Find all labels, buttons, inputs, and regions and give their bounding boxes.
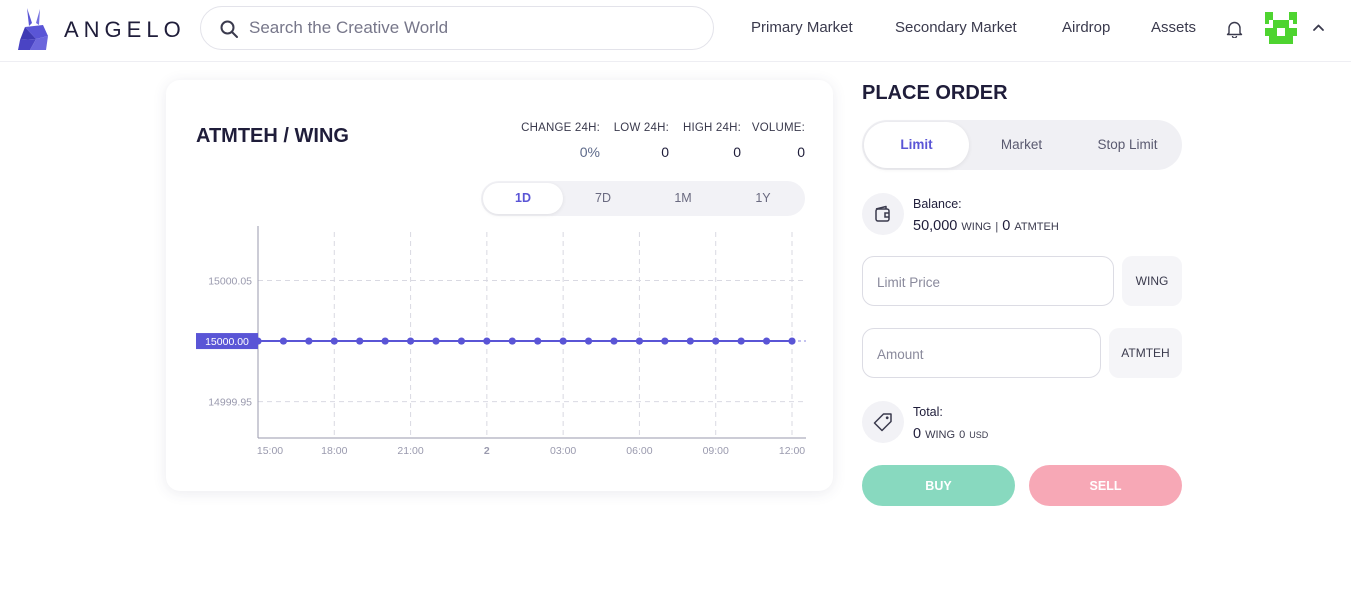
amount-input[interactable]: [877, 343, 1077, 365]
stat-label: VOLUME:: [751, 122, 805, 134]
tag-icon: [873, 413, 892, 432]
data-point: [483, 337, 491, 345]
x-tick-label: 06:00: [626, 445, 652, 457]
x-tick-label: 15:00: [257, 445, 283, 457]
limit-price-input[interactable]: [877, 271, 1077, 293]
balance-value: 50,000 WING | 0 ATMTEH: [913, 218, 1059, 234]
stat-volume: VOLUME: 0: [752, 122, 805, 160]
data-point: [584, 337, 593, 345]
search-input[interactable]: [249, 15, 689, 41]
limit-price-field[interactable]: [862, 256, 1114, 306]
stat-value: 0: [661, 144, 669, 160]
current-price-tag: [196, 333, 258, 350]
top-header: ANGELO Primary Market Secondary Market A…: [0, 0, 1351, 62]
data-point: [686, 337, 694, 345]
period-7d[interactable]: 7D: [595, 191, 611, 205]
nav-secondary-market[interactable]: Secondary Market: [895, 19, 1017, 36]
data-point: [610, 337, 618, 345]
data-point: [737, 337, 745, 345]
buy-button[interactable]: BUY: [862, 465, 1015, 506]
order-type-tabs: Limit Market Stop Limit: [862, 120, 1182, 170]
y-tick-label: 14999.95: [208, 397, 252, 409]
sell-button[interactable]: SELL: [1029, 465, 1182, 506]
data-point: [381, 337, 389, 345]
data-point: [406, 337, 415, 345]
rabbit-logo-icon[interactable]: [16, 6, 52, 52]
balance-separator: |: [995, 221, 999, 233]
period-1y[interactable]: 1Y: [755, 191, 771, 205]
total-unit-wing: WING: [925, 429, 956, 441]
data-point: [559, 337, 567, 345]
stat-value: 0%: [579, 144, 600, 160]
balance-amount-atmteh: 0: [1002, 218, 1011, 234]
total-amount-usd: 0: [959, 429, 966, 441]
data-point: [762, 337, 771, 345]
logo-text[interactable]: ANGELO: [64, 17, 186, 42]
total-unit-usd: USD: [969, 430, 989, 440]
x-tick-label: 03:00: [550, 445, 576, 457]
data-point: [508, 337, 516, 345]
total-label: Total:: [913, 405, 943, 419]
stat-label: LOW 24H:: [613, 122, 669, 134]
data-point: [457, 337, 466, 345]
data-point: [356, 337, 364, 345]
x-tick-label: 18:00: [321, 445, 347, 457]
tag-icon-wrap: [862, 401, 904, 443]
balance-unit-atmteh: ATMTEH: [1014, 221, 1059, 233]
nav-airdrop[interactable]: Airdrop: [1062, 19, 1111, 36]
stat-label: CHANGE 24H:: [521, 122, 600, 134]
balance-label: Balance:: [913, 197, 962, 211]
period-1d[interactable]: 1D: [483, 183, 563, 214]
current-price-label: 15000.00: [205, 336, 249, 348]
data-point: [788, 337, 796, 345]
total-amount-wing: 0: [913, 426, 922, 442]
price-chart[interactable]: 15:00 18:00 21:00 2 03:00 06:00 09:00 12:00 1500…: [166, 220, 833, 470]
wallet-icon-wrap: [862, 193, 904, 235]
data-point: [432, 337, 440, 345]
stat-change-24h: CHANGE 24H: 0%: [521, 122, 600, 160]
total-value: 0 WING 0 USD: [913, 426, 988, 442]
stat-value: 0: [797, 144, 805, 160]
nav-primary-market[interactable]: Primary Market: [751, 19, 853, 36]
bell-icon[interactable]: [1226, 20, 1243, 38]
y-tick-label: 15000.05: [208, 275, 252, 287]
limit-price-unit: WING: [1122, 256, 1182, 306]
stat-low-24h: LOW 24H: 0: [614, 122, 669, 160]
pair-title: ATMTEH / WING: [196, 125, 349, 147]
data-point: [279, 337, 288, 345]
search-icon: [220, 20, 238, 38]
chevron-up-icon[interactable]: [1312, 23, 1325, 33]
wallet-icon: [875, 205, 890, 222]
x-tick-label: 09:00: [703, 445, 729, 457]
stat-label: HIGH 24H:: [682, 122, 741, 134]
balance-unit-wing: WING: [961, 221, 992, 233]
search-bar[interactable]: [200, 6, 714, 50]
chart-card: ATMTEH / WING CHANGE 24H: 0% LOW 24H: 0 …: [166, 80, 833, 491]
data-point: [635, 337, 644, 345]
tab-stop-limit[interactable]: Stop Limit: [1097, 137, 1158, 152]
amount-unit: ATMTEH: [1109, 328, 1182, 378]
period-selector: 1D 7D 1M 1Y: [481, 181, 805, 216]
data-point: [712, 337, 720, 345]
place-order-title: PLACE ORDER: [862, 82, 1008, 104]
data-point: [305, 337, 313, 345]
tab-limit[interactable]: Limit: [864, 122, 969, 168]
data-point: [330, 337, 338, 345]
amount-field[interactable]: [862, 328, 1101, 378]
nav-assets[interactable]: Assets: [1151, 19, 1197, 36]
stat-value: 0: [733, 144, 741, 160]
avatar-icon[interactable]: [1265, 12, 1297, 44]
data-point: [661, 337, 669, 345]
period-1m[interactable]: 1M: [674, 191, 692, 205]
stat-high-24h: HIGH 24H: 0: [683, 122, 741, 160]
balance-amount-wing: 50,000: [913, 218, 958, 234]
tab-market[interactable]: Market: [1000, 137, 1043, 152]
x-tick-label: 21:00: [397, 445, 423, 457]
x-tick-label: 2: [484, 445, 490, 457]
data-point: [534, 337, 542, 345]
x-tick-label: 12:00: [779, 445, 805, 457]
